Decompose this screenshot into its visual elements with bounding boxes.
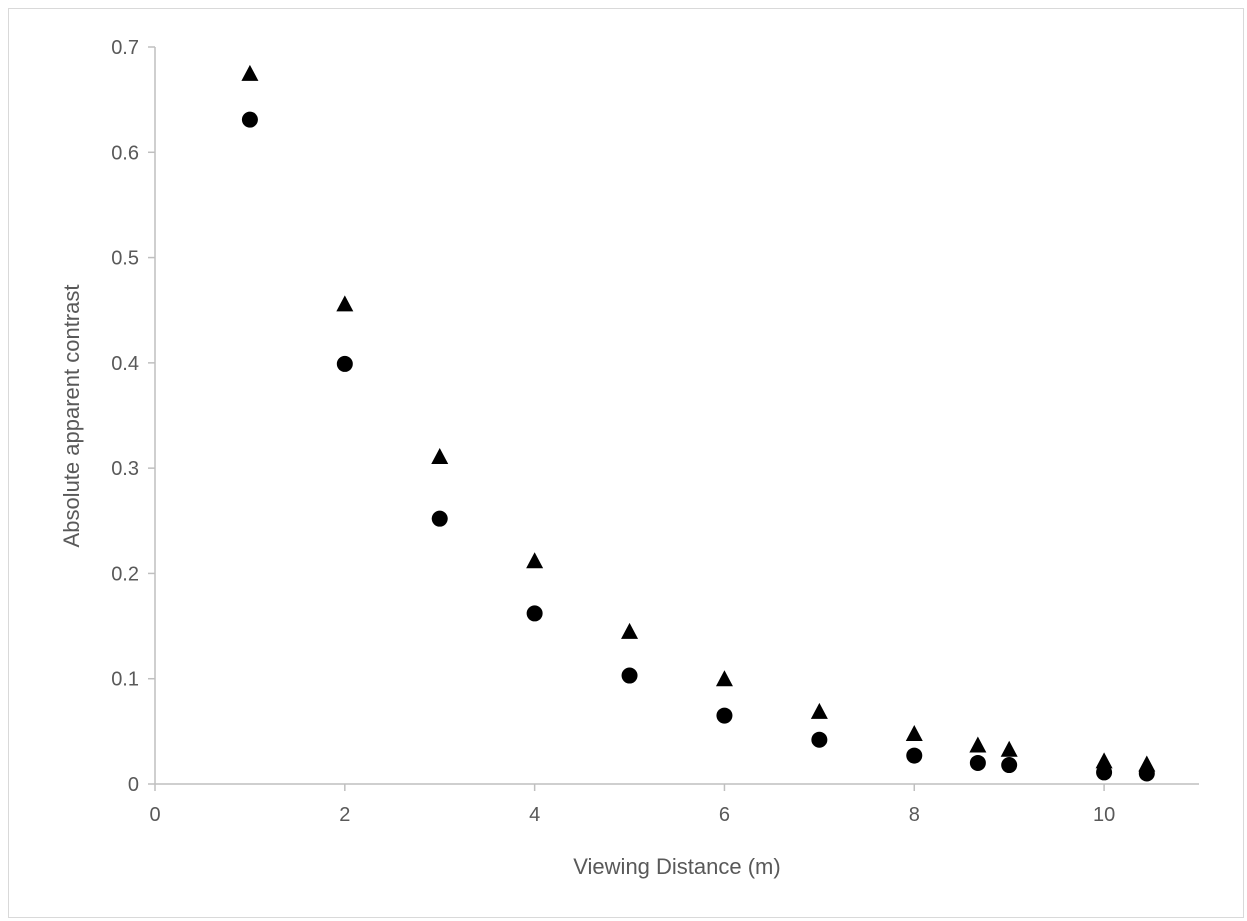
x-tick-label: 0 <box>149 804 160 826</box>
circle-point <box>969 754 986 771</box>
triangle-point <box>969 736 987 753</box>
triangle-point <box>905 724 923 741</box>
y-tick-label: 0 <box>128 774 139 796</box>
triangle-point <box>526 552 544 569</box>
y-tick-label: 0.2 <box>111 563 139 585</box>
y-tick-label: 0.5 <box>111 248 139 270</box>
y-tick-label: 0.1 <box>111 669 139 691</box>
x-tick-label: 4 <box>529 804 540 826</box>
triangle-point <box>810 702 828 719</box>
chart-area <box>8 8 1244 918</box>
x-axis-title: Viewing Distance (m) <box>573 854 780 879</box>
triangle-point <box>431 448 449 465</box>
x-tick-label: 10 <box>1093 804 1115 826</box>
circle-point <box>1001 757 1018 774</box>
y-tick-label: 0.7 <box>111 37 139 59</box>
circle-point <box>716 707 733 724</box>
circle-point <box>1138 765 1155 782</box>
triangle-point <box>1000 740 1018 757</box>
x-tick-label: 2 <box>339 804 350 826</box>
x-tick-label: 8 <box>909 804 920 826</box>
triangle-point <box>241 64 259 81</box>
circle-point <box>906 747 923 764</box>
y-tick-label: 0.6 <box>111 142 139 164</box>
y-axis-title: Absolute apparent contrast <box>59 285 84 548</box>
circle-point <box>241 111 258 128</box>
triangle-point <box>621 622 639 639</box>
circle-point <box>526 605 543 622</box>
y-tick-label: 0.3 <box>111 458 139 480</box>
circle-point <box>336 355 353 372</box>
y-tick-label: 0.4 <box>111 353 139 375</box>
x-tick-label: 6 <box>719 804 730 826</box>
axes: 0 0.1 0.2 0.3 0.4 0.5 0.6 0.7 0 2 4 6 8 10 <box>111 37 1199 826</box>
circle-point <box>1096 764 1113 781</box>
triangle-point <box>336 295 354 312</box>
triangle-point <box>1095 752 1113 769</box>
triangle-point <box>715 670 733 687</box>
circle-point <box>811 731 828 748</box>
circle-point <box>431 510 448 527</box>
circle-point <box>621 667 638 684</box>
data-points <box>241 64 1156 782</box>
